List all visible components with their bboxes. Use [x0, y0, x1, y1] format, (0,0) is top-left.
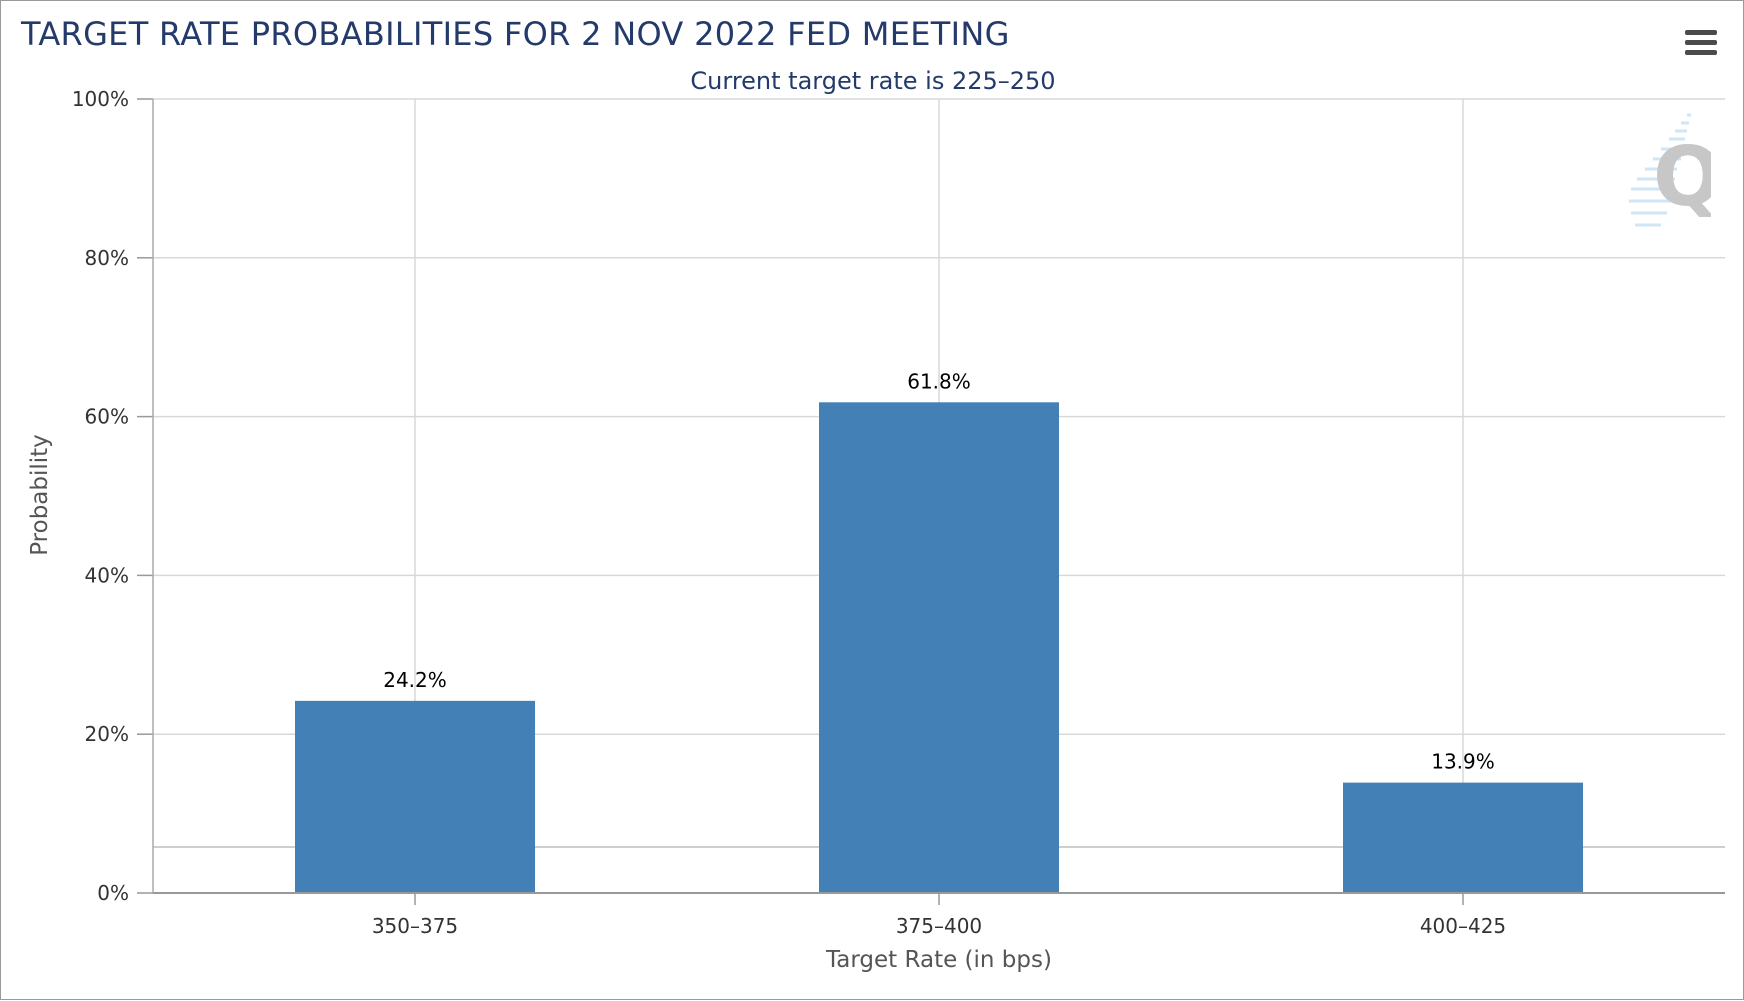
hamburger-menu-icon	[1685, 30, 1717, 35]
svg-text:Q: Q	[1653, 130, 1711, 225]
y-tick-label: 0%	[97, 881, 129, 905]
y-tick-label: 60%	[85, 405, 129, 429]
x-tick-label: 350–375	[372, 914, 458, 938]
y-axis-title: Probability	[27, 434, 53, 556]
hamburger-menu-line	[1685, 40, 1717, 45]
chart-menu-button[interactable]	[1681, 27, 1721, 61]
bar-3[interactable]	[1343, 782, 1583, 893]
data-label: 13.9%	[1431, 750, 1495, 774]
x-axis-title: Target Rate (in bps)	[825, 947, 1052, 973]
y-tick-label: 100%	[72, 87, 129, 111]
hamburger-menu-line	[1685, 50, 1717, 55]
chart-title: TARGET RATE PROBABILITIES FOR 2 NOV 2022…	[21, 15, 1010, 53]
bar-1[interactable]	[295, 700, 535, 893]
quikstrike-logo-icon: Q	[1629, 113, 1711, 227]
x-tick-label: 400–425	[1420, 914, 1506, 938]
data-label: 61.8%	[907, 369, 971, 393]
y-tick-label: 80%	[85, 246, 129, 270]
y-tick-label: 40%	[85, 563, 129, 587]
x-tick-label: 375–400	[896, 914, 982, 938]
data-label: 24.2%	[383, 668, 447, 692]
chart-subtitle: Current target rate is 225–250	[690, 67, 1056, 95]
y-tick-label: 20%	[85, 722, 129, 746]
bar-2[interactable]	[819, 402, 1059, 893]
